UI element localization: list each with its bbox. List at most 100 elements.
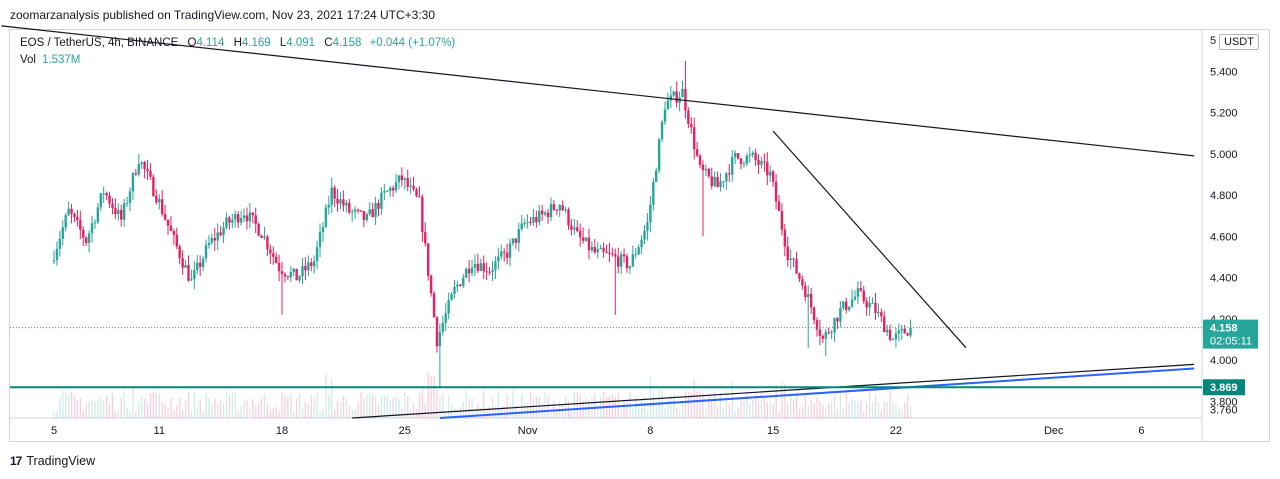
candle-body [453,286,456,294]
volume-bar [263,393,266,418]
candle-body [824,331,827,339]
volume-bar [506,393,508,418]
volume-bar [293,410,295,418]
candle-body [505,252,509,258]
candle-body [90,223,94,234]
candle-body [394,182,398,191]
candle-body [602,247,605,252]
volume-bar [331,378,333,418]
candle-body [567,209,570,226]
volume-bar [831,401,833,418]
volume-bar [296,398,298,418]
candle-body [160,199,164,215]
volume-bar [553,400,555,418]
candle-body [96,207,100,223]
volume-bar [456,411,459,418]
candle-body [225,217,228,228]
candle-body [494,261,497,271]
support-price-label-bg [1203,379,1245,396]
volume-bar [705,407,707,418]
volume-bar [225,390,228,418]
candle-body [874,302,877,313]
volume-bar [205,392,207,418]
candle-body [757,160,760,165]
volume-bar [743,395,745,418]
candle-body [473,263,477,268]
currency-button[interactable]: USDT [1219,34,1259,50]
candle-body [193,270,196,280]
candle-body [204,245,208,259]
trendline-4[interactable] [439,367,1195,419]
candle-body [228,217,231,223]
candle-body [114,207,117,215]
volume-bar [430,376,432,418]
volume-bar [126,407,128,418]
candle-body [614,254,617,257]
candle-body [312,261,316,267]
candle-body [657,139,661,171]
volume-bar [117,411,120,418]
candle-body [660,121,664,140]
candle-body [777,201,781,211]
candle-body [687,110,690,125]
volume-bar [372,393,374,418]
candle-body [231,219,234,223]
candle-body [643,230,646,240]
volume-bar [643,401,646,418]
candle-body [634,254,637,256]
volume-bar [108,404,111,418]
candle-body [181,258,184,268]
volume-bar [132,387,134,418]
candle-body [219,232,222,236]
legend-symbol[interactable]: EOS / TetherUS, 4h, BINANCE [20,37,179,49]
volume-bar [833,395,836,418]
candle-body [564,209,567,211]
candle-body [622,254,626,257]
volume-bar [249,409,251,418]
candle-body [462,277,465,286]
candle-body [172,230,176,235]
candle-body [909,327,912,336]
candle-body [725,173,728,182]
candle-body [719,181,722,188]
volume-bar [746,392,748,418]
volume-bar [190,411,193,418]
trendline-2[interactable] [772,130,967,349]
volume-bar [784,384,786,418]
candle-body [99,193,102,208]
volume-bar [562,404,564,418]
volume-bar [258,403,260,418]
candle-body [728,173,731,175]
volume-bar [579,395,581,418]
volume-bar [322,409,324,418]
volume-bar [424,404,426,418]
trendline-3[interactable] [352,363,1195,419]
candle-body [239,217,243,223]
volume-bar [111,393,114,418]
volume-bar [202,411,204,418]
volume-bar [737,406,739,418]
candle-body [146,168,149,171]
candle-body [792,258,795,260]
volume-bar [106,396,108,418]
trendline-1[interactable] [1,25,1195,157]
volume-bar [646,411,649,418]
volume-bar [801,406,804,418]
volume-bar [342,395,345,418]
candle-body [380,192,383,209]
volume-bar [357,402,359,418]
volume-bar [734,411,736,418]
candle-body [84,237,88,243]
candle-body [169,225,173,231]
volume-bar [448,395,450,418]
volume-bar [798,409,801,418]
candle-body [532,216,535,223]
volume-bar [725,390,728,418]
candle-body [210,237,214,243]
volume-bar [845,392,847,418]
volume-bar [564,396,567,418]
volume-bar [573,390,576,418]
volume-bar [182,410,184,418]
candle-body [304,266,307,271]
